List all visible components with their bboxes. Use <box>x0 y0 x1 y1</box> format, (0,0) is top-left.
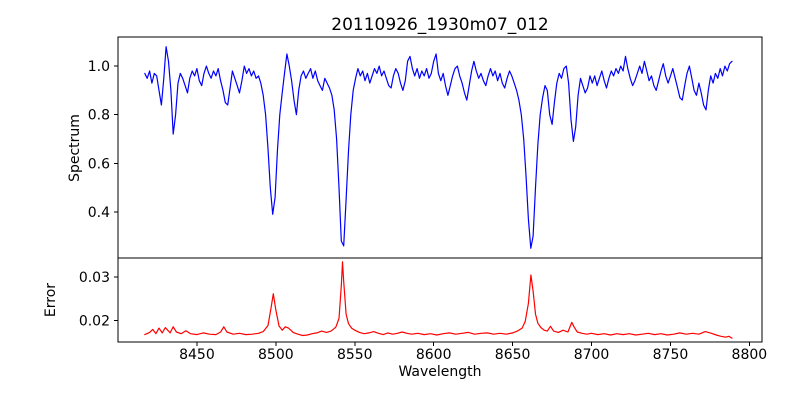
x-tick-label: 8550 <box>337 347 373 363</box>
error-axes-frame <box>117 257 763 343</box>
x-tick-label: 8700 <box>574 347 610 363</box>
x-tick-label: 8500 <box>258 347 294 363</box>
spectrum-y-tick-label: 1.0 <box>88 59 110 75</box>
error-line <box>144 261 733 339</box>
x-tick-label: 8450 <box>179 347 215 363</box>
error-y-tick-label: 0.02 <box>79 314 110 330</box>
x-tick-label: 8750 <box>653 347 689 363</box>
spectrum-y-tick-label: 0.8 <box>88 108 110 124</box>
spectrum-y-tick-label: 0.4 <box>88 205 110 221</box>
x-tick-label: 8800 <box>732 347 768 363</box>
error-y-tick-label: 0.03 <box>79 270 110 286</box>
spectrum-y-tick-label: 0.6 <box>88 156 110 172</box>
spectrum-axes-frame <box>117 36 763 259</box>
spectrum-line <box>144 46 733 249</box>
chart-title: 20110926_1930m07_012 <box>331 15 549 35</box>
spectrum-y-axis-label: Spectrum <box>67 114 83 182</box>
error-y-axis-label: Error <box>43 282 59 318</box>
x-tick-label: 8650 <box>495 347 531 363</box>
x-axis-label: Wavelength <box>398 364 482 380</box>
x-tick-label: 8600 <box>416 347 452 363</box>
